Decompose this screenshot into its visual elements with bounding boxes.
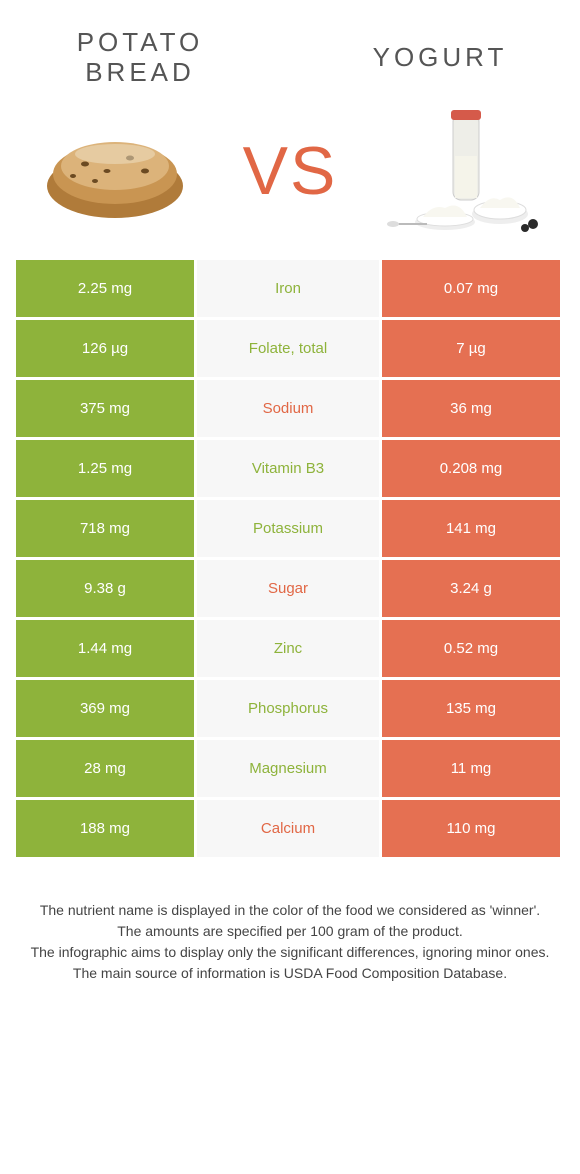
right-value-cell: 135 mg: [382, 680, 560, 737]
nutrient-name-cell: Calcium: [197, 800, 379, 857]
right-food-image: [380, 106, 550, 236]
footnote-line: The amounts are specified per 100 gram o…: [30, 921, 550, 942]
left-value-cell: 28 mg: [16, 740, 194, 797]
left-value-cell: 9.38 g: [16, 560, 194, 617]
right-value-cell: 110 mg: [382, 800, 560, 857]
right-value-cell: 0.208 mg: [382, 440, 560, 497]
right-value-cell: 36 mg: [382, 380, 560, 437]
nutrient-name-cell: Magnesium: [197, 740, 379, 797]
right-value-cell: 0.52 mg: [382, 620, 560, 677]
nutrient-name-cell: Sodium: [197, 380, 379, 437]
table-row: 718 mgPotassium141 mg: [16, 500, 564, 557]
left-value-cell: 375 mg: [16, 380, 194, 437]
table-row: 369 mgPhosphorus135 mg: [16, 680, 564, 737]
nutrient-name-cell: Potassium: [197, 500, 379, 557]
bread-icon: [35, 116, 195, 226]
left-food-image: [30, 106, 200, 236]
nutrient-name-cell: Vitamin B3: [197, 440, 379, 497]
right-value-cell: 0.07 mg: [382, 260, 560, 317]
right-value-cell: 11 mg: [382, 740, 560, 797]
left-food-title: POTATO BREAD: [40, 28, 240, 88]
right-value-cell: 3.24 g: [382, 560, 560, 617]
images-row: VS: [0, 96, 580, 260]
nutrient-name-cell: Iron: [197, 260, 379, 317]
table-row: 375 mgSodium36 mg: [16, 380, 564, 437]
left-value-cell: 2.25 mg: [16, 260, 194, 317]
table-row: 9.38 gSugar3.24 g: [16, 560, 564, 617]
footnote-line: The nutrient name is displayed in the co…: [30, 900, 550, 921]
yogurt-icon: [385, 106, 545, 236]
left-value-cell: 369 mg: [16, 680, 194, 737]
table-row: 1.44 mgZinc0.52 mg: [16, 620, 564, 677]
vs-label: VS: [243, 132, 338, 210]
table-row: 2.25 mgIron0.07 mg: [16, 260, 564, 317]
table-row: 1.25 mgVitamin B30.208 mg: [16, 440, 564, 497]
table-row: 188 mgCalcium110 mg: [16, 800, 564, 857]
nutrient-name-cell: Folate, total: [197, 320, 379, 377]
nutrient-name-cell: Phosphorus: [197, 680, 379, 737]
left-value-cell: 188 mg: [16, 800, 194, 857]
right-value-cell: 141 mg: [382, 500, 560, 557]
left-value-cell: 1.44 mg: [16, 620, 194, 677]
table-row: 28 mgMagnesium11 mg: [16, 740, 564, 797]
right-value-cell: 7 µg: [382, 320, 560, 377]
comparison-table: 2.25 mgIron0.07 mg126 µgFolate, total7 µ…: [16, 260, 564, 857]
left-value-cell: 126 µg: [16, 320, 194, 377]
nutrient-name-cell: Sugar: [197, 560, 379, 617]
right-food-title: YOGURT: [340, 43, 540, 73]
header: POTATO BREAD YOGURT: [0, 0, 580, 96]
table-row: 126 µgFolate, total7 µg: [16, 320, 564, 377]
left-value-cell: 718 mg: [16, 500, 194, 557]
nutrient-name-cell: Zinc: [197, 620, 379, 677]
footnote: The nutrient name is displayed in the co…: [0, 860, 580, 984]
footnote-line: The infographic aims to display only the…: [30, 942, 550, 963]
left-value-cell: 1.25 mg: [16, 440, 194, 497]
footnote-line: The main source of information is USDA F…: [30, 963, 550, 984]
